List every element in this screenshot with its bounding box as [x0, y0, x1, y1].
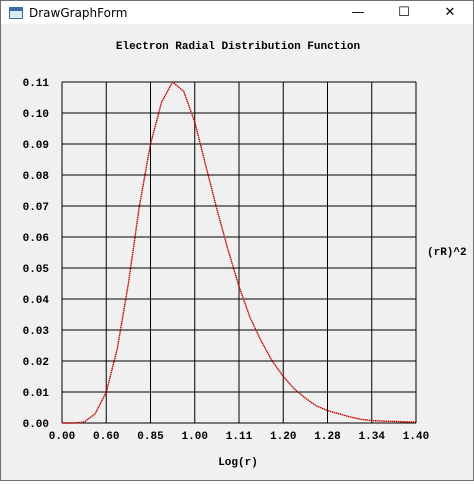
chart-title: Electron Radial Distribution Function [116, 41, 360, 53]
y-tick-label: 0.08 [23, 171, 50, 183]
y-tick-label: 0.10 [23, 109, 49, 121]
y-tick-label: 0.06 [23, 233, 49, 245]
x-tick-labels: 0.00 0.60 0.85 1.00 1.11 1.20 1.28 1.34 1.40 [49, 431, 429, 443]
y-tick-label: 0.03 [23, 326, 50, 338]
window-title: DrawGraphForm [29, 5, 128, 20]
title-bar[interactable]: DrawGraphForm — ☐ ✕ [1, 1, 473, 24]
chart-grid [61, 81, 417, 424]
caption-buttons: — ☐ ✕ [335, 1, 473, 24]
x-tick-label: 1.34 [359, 431, 386, 443]
graph-area: Electron Radial Distribution Function 0.… [1, 24, 473, 480]
x-tick-label: 1.11 [226, 431, 253, 443]
y-tick-label: 0.07 [23, 202, 49, 214]
x-tick-label: 1.28 [314, 431, 341, 443]
data-series [62, 80, 417, 424]
distribution-curve [62, 80, 417, 424]
x-tick-label: 1.20 [270, 431, 296, 443]
x-tick-label: 0.60 [93, 431, 119, 443]
x-tick-label: 0.85 [137, 431, 164, 443]
y-tick-label: 0.05 [23, 264, 50, 276]
x-tick-label: 0.00 [49, 431, 75, 443]
y-tick-label: 0.11 [23, 78, 50, 90]
y-tick-label: 0.01 [23, 388, 50, 400]
y-axis-label: (rR)^2 [427, 247, 467, 259]
x-tick-label: 1.40 [403, 431, 429, 443]
y-tick-labels: 0.00 0.01 0.02 0.03 0.04 0.05 0.06 0.07 0.08 0.09… [23, 78, 50, 431]
x-axis-label: Log(r) [218, 457, 258, 469]
y-tick-label: 0.02 [23, 357, 49, 369]
maximize-button[interactable]: ☐ [398, 5, 410, 20]
radial-distribution-chart: Electron Radial Distribution Function 0.… [23, 41, 467, 469]
y-tick-label: 0.09 [23, 140, 49, 152]
y-tick-label: 0.04 [23, 295, 50, 307]
x-tick-label: 1.00 [182, 431, 208, 443]
close-button[interactable]: ✕ [444, 5, 456, 20]
app-window-icon [9, 6, 23, 19]
y-tick-label: 0.00 [23, 419, 49, 431]
minimize-button[interactable]: — [351, 5, 365, 20]
